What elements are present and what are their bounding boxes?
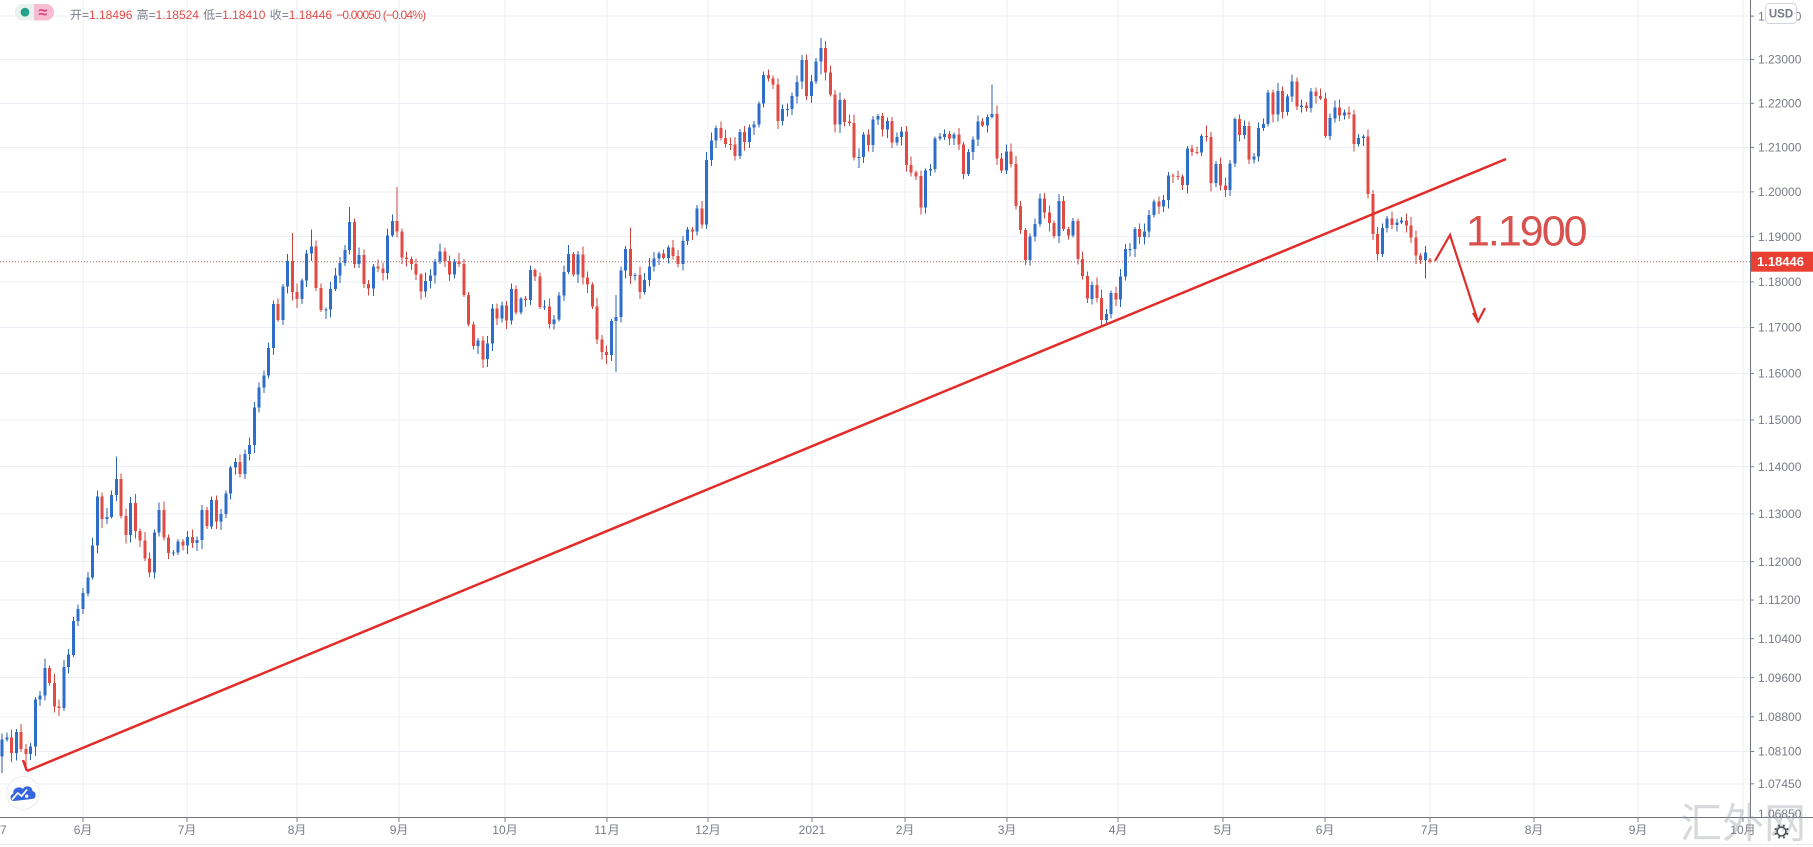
svg-text:2: 2 xyxy=(896,823,903,837)
svg-text:1.18496: 1.18496 xyxy=(89,8,133,22)
svg-text:1.16000: 1.16000 xyxy=(1758,367,1802,381)
svg-text:1.1900: 1.1900 xyxy=(1466,208,1587,256)
svg-text:1.23000: 1.23000 xyxy=(1758,53,1802,67)
svg-text:2021: 2021 xyxy=(799,823,826,837)
svg-text:1.09600: 1.09600 xyxy=(1758,671,1802,685)
svg-text:1.13000: 1.13000 xyxy=(1758,507,1802,521)
svg-text:1.10400: 1.10400 xyxy=(1758,632,1802,646)
svg-text:5: 5 xyxy=(1214,823,1221,837)
svg-text:1.18524: 1.18524 xyxy=(156,8,200,22)
svg-text:1.11200: 1.11200 xyxy=(1758,593,1801,607)
svg-text:12: 12 xyxy=(695,823,709,837)
svg-text:1.18410: 1.18410 xyxy=(222,8,266,22)
svg-text:1.08100: 1.08100 xyxy=(1758,745,1802,759)
svg-text:1.21000: 1.21000 xyxy=(1758,141,1802,155)
svg-text:6: 6 xyxy=(1316,823,1323,837)
svg-text:=: = xyxy=(82,8,89,22)
svg-text:7: 7 xyxy=(0,823,7,837)
svg-text:≈: ≈ xyxy=(39,5,48,22)
svg-text:1.18446: 1.18446 xyxy=(289,8,333,22)
svg-text:11: 11 xyxy=(594,823,607,837)
svg-text:8: 8 xyxy=(1525,823,1532,837)
svg-text:4: 4 xyxy=(1109,823,1116,837)
svg-text:1.18000: 1.18000 xyxy=(1758,275,1802,289)
svg-text:−0.00050 (−0.04%): −0.00050 (−0.04%) xyxy=(336,8,426,22)
svg-text:9: 9 xyxy=(1629,823,1636,837)
svg-text:=: = xyxy=(149,8,156,22)
svg-text:10: 10 xyxy=(492,823,506,837)
svg-text:7: 7 xyxy=(1421,823,1428,837)
svg-text:1.18446: 1.18446 xyxy=(1757,254,1804,269)
svg-text:3: 3 xyxy=(998,823,1005,837)
svg-text:1.14000: 1.14000 xyxy=(1758,460,1802,474)
svg-text:1.12000: 1.12000 xyxy=(1758,555,1802,569)
svg-text:1.08800: 1.08800 xyxy=(1758,710,1802,724)
svg-text:6: 6 xyxy=(74,823,81,837)
svg-text:1.19000: 1.19000 xyxy=(1758,230,1802,244)
svg-text:=: = xyxy=(282,8,289,22)
svg-text:8: 8 xyxy=(288,823,295,837)
svg-text:1.20000: 1.20000 xyxy=(1758,185,1802,199)
svg-text:=: = xyxy=(215,8,222,22)
svg-text:9: 9 xyxy=(390,823,397,837)
svg-text:1.22000: 1.22000 xyxy=(1758,97,1802,111)
svg-text:1.15000: 1.15000 xyxy=(1758,413,1802,427)
svg-text:7: 7 xyxy=(178,823,185,837)
svg-text:1.17000: 1.17000 xyxy=(1758,321,1802,335)
svg-text:USD: USD xyxy=(1769,9,1793,21)
svg-text:1.07450: 1.07450 xyxy=(1758,777,1802,791)
